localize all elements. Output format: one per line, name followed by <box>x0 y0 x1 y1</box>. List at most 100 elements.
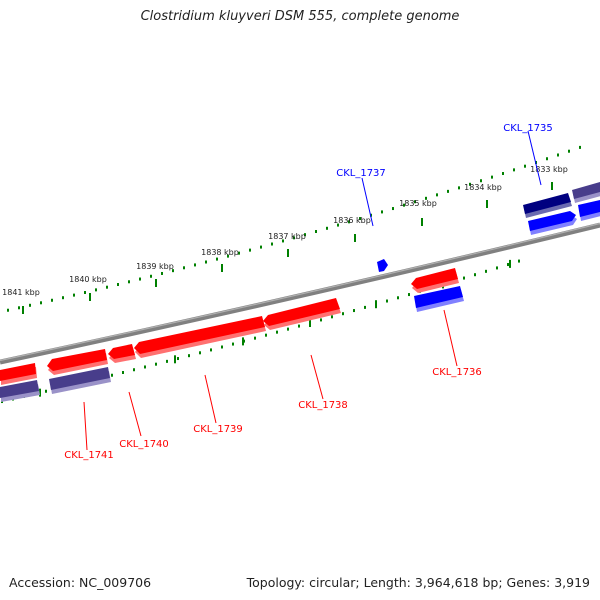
gene-arrow-ckl-1739[interactable] <box>134 316 265 354</box>
tick-minor-inner <box>254 336 256 340</box>
tick-minor-outer <box>139 277 141 281</box>
tick-minor-outer <box>425 196 427 200</box>
tick-minor-outer <box>568 149 570 153</box>
tick-minor-outer <box>106 285 108 289</box>
tick-minor-outer <box>403 203 405 207</box>
tick-minor-outer <box>117 283 119 287</box>
gene-arrow-forward-1735-region[interactable] <box>528 211 576 231</box>
gene-label-ckl-1739[interactable]: CKL_1739 <box>193 424 243 435</box>
tick-minor-inner <box>155 362 157 366</box>
tick-minor-inner <box>210 348 212 352</box>
tick-minor-outer <box>480 179 482 183</box>
tick-minor-outer <box>579 145 581 149</box>
tick-major-outer <box>89 293 91 301</box>
tick-minor-inner <box>221 345 223 349</box>
gene-arrow-ckl-1737[interactable] <box>377 259 388 272</box>
gene-label-ckl-1738[interactable]: CKL_1738 <box>298 400 348 411</box>
tick-minor-outer <box>414 200 416 204</box>
tick-minor-outer <box>557 153 559 157</box>
tick-major-outer <box>155 279 157 287</box>
gene-callout-line <box>310 354 324 400</box>
tick-minor-outer <box>282 239 284 243</box>
tick-minor-outer <box>95 288 97 292</box>
tick-minor-outer <box>161 271 163 275</box>
tick-label: 1833 kbp <box>530 165 568 174</box>
tick-label: 1839 kbp <box>136 262 174 271</box>
gene-arrow-ckl-1738[interactable] <box>263 298 340 326</box>
gene-callout-line <box>204 374 217 424</box>
tick-minor-outer <box>227 254 229 258</box>
genome-backbone-highlight <box>0 222 600 362</box>
tick-label: 1835 kbp <box>399 199 437 208</box>
tick-minor-inner <box>496 266 498 270</box>
tick-minor-outer <box>194 263 196 267</box>
tick-major-outer <box>22 306 24 314</box>
tick-minor-outer <box>293 236 295 240</box>
gene-arrow-ckl-1741[interactable] <box>47 349 107 371</box>
gene-callout-line <box>443 309 458 367</box>
accession-text: Accession: NC_009706 <box>9 575 152 590</box>
tick-minor-inner <box>188 354 190 358</box>
tick-minor-outer <box>513 168 515 172</box>
tick-minor-outer <box>326 226 328 230</box>
gene-arrow-ckl-1740[interactable] <box>108 344 135 359</box>
tick-minor-inner <box>474 273 476 277</box>
gene-label-ckl-1740[interactable]: CKL_1740 <box>119 439 169 450</box>
gene-arrow-ckl-1742[interactable] <box>0 363 36 381</box>
tick-minor-outer <box>62 296 64 300</box>
tick-minor-outer <box>51 298 53 302</box>
tick-major-inner <box>39 388 41 397</box>
tick-minor-inner <box>276 330 278 334</box>
tick-minor-inner <box>463 276 465 280</box>
tick-major-inner <box>375 300 377 309</box>
tick-minor-outer <box>7 308 9 312</box>
tick-minor-outer <box>150 274 152 278</box>
tick-minor-outer <box>172 269 174 273</box>
gene-label-ckl-1735[interactable]: CKL_1735 <box>503 123 553 134</box>
tick-minor-outer <box>524 164 526 168</box>
tick-minor-outer <box>469 182 471 186</box>
gene-arrow-forward-left[interactable] <box>0 380 39 398</box>
tick-major-inner <box>309 319 311 328</box>
gene-label-ckl-1741[interactable]: CKL_1741 <box>64 450 114 461</box>
tick-minor-outer <box>249 248 251 252</box>
tick-major-outer <box>486 200 488 208</box>
gene-callout-line <box>128 391 142 437</box>
label-layer: 1841 kbp 1840 kbp 1839 kbp 1838 kbp 1837 kbp… <box>2 123 568 461</box>
tick-minor-inner <box>199 351 201 355</box>
tick-minor-inner <box>144 365 146 369</box>
tick-minor-outer <box>315 229 317 233</box>
gene-layer <box>0 182 600 402</box>
gene-arrow-forward-edge-2[interactable] <box>578 200 600 217</box>
tick-minor-outer <box>359 217 361 221</box>
tick-major-outer <box>551 182 553 190</box>
tick-minor-outer <box>491 175 493 179</box>
tick-label: 1836 kbp <box>333 216 371 225</box>
tick-major-inner <box>509 259 511 268</box>
tick-label: 1838 kbp <box>201 248 239 257</box>
gene-arrow-forward-1741-region[interactable] <box>49 367 110 390</box>
gene-arrow-forward-edge[interactable] <box>572 182 600 199</box>
tick-minor-outer <box>40 301 42 305</box>
tick-minor-inner <box>122 370 124 374</box>
tick-minor-outer <box>436 193 438 197</box>
tick-minor-inner <box>320 318 322 322</box>
tick-minor-inner <box>298 324 300 328</box>
tick-minor-inner <box>287 327 289 331</box>
tick-label: 1840 kbp <box>69 275 107 284</box>
tick-minor-inner <box>397 296 399 300</box>
gene-arrow-ckl-1735[interactable] <box>523 193 571 214</box>
gene-label-ckl-1737[interactable]: CKL_1737 <box>336 168 386 179</box>
tick-major-inner <box>174 355 176 364</box>
tick-minor-outer <box>29 303 31 307</box>
tick-minor-outer <box>205 260 207 264</box>
gene-label-ckl-1736[interactable]: CKL_1736 <box>432 367 482 378</box>
tick-minor-inner <box>177 357 179 361</box>
tick-minor-outer <box>348 220 350 224</box>
genome-backbone <box>0 222 600 365</box>
gene-arrow-forward-1736-region[interactable] <box>414 286 463 308</box>
tick-minor-inner <box>133 368 135 372</box>
gene-arrow-ckl-1736[interactable] <box>411 268 458 289</box>
tick-minor-inner <box>166 359 168 363</box>
